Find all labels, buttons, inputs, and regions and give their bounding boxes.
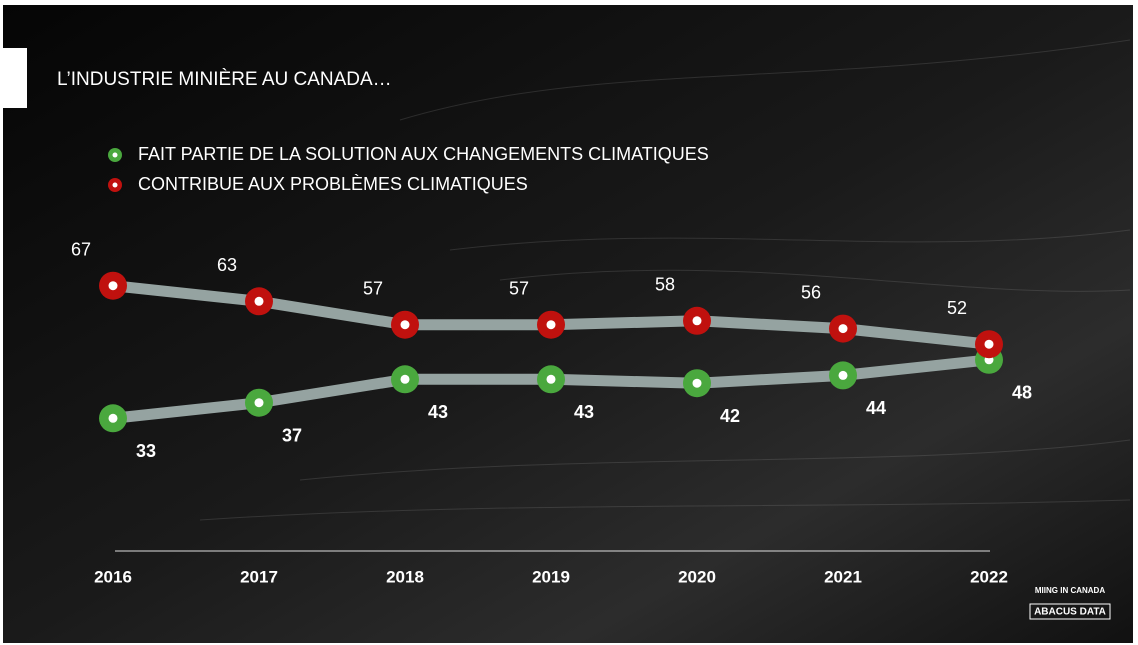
x-tick-label: 2020 [678, 567, 716, 586]
point-dot [547, 320, 556, 329]
data-label: 57 [363, 278, 383, 298]
point-dot [985, 340, 994, 349]
logo: ABACUS DATA [1034, 607, 1106, 618]
data-label: 37 [282, 425, 302, 445]
legend-label: FAIT PARTIE DE LA SOLUTION AUX CHANGEMEN… [138, 144, 709, 164]
point-dot [401, 375, 410, 384]
x-tick-label: 2017 [240, 567, 278, 586]
data-label: 63 [217, 255, 237, 275]
page: {"chart_data": {"type": "line", "title":… [0, 0, 1138, 645]
point-dot [255, 297, 264, 306]
point-dot [693, 316, 702, 325]
data-label: 43 [574, 402, 594, 422]
data-label: 48 [1012, 383, 1032, 403]
x-tick-label: 2021 [824, 567, 862, 586]
data-label: 43 [428, 402, 448, 422]
legend-label: CONTRIBUE AUX PROBLÈMES CLIMATIQUES [138, 174, 528, 194]
data-label: 57 [509, 278, 529, 298]
data-label: 67 [71, 239, 91, 259]
x-tick-label: 2016 [94, 567, 132, 586]
point-dot [547, 375, 556, 384]
x-tick-label: 2018 [386, 567, 424, 586]
point-dot [401, 320, 410, 329]
chart-title: L’INDUSTRIE MINIÈRE AU CANADA… [57, 69, 392, 90]
x-tick-label: 2022 [970, 567, 1008, 586]
legend-marker-dot [113, 153, 118, 158]
point-dot [109, 414, 118, 423]
point-dot [839, 324, 848, 333]
point-dot [255, 398, 264, 407]
slide: L’INDUSTRIE MINIÈRE AU CANADA… MIING IN … [0, 0, 1138, 645]
point-dot [109, 281, 118, 290]
data-label: 42 [720, 406, 740, 426]
data-label: 44 [866, 398, 886, 418]
data-label: 33 [136, 441, 156, 461]
point-dot [693, 379, 702, 388]
title-tab [3, 48, 27, 108]
data-label: 58 [655, 275, 675, 295]
legend-marker-dot [113, 183, 118, 188]
data-label: 52 [947, 298, 967, 318]
point-dot [839, 371, 848, 380]
data-label: 56 [801, 282, 821, 302]
x-tick-label: 2019 [532, 567, 570, 586]
footer-note: MIING IN CANADA [1035, 586, 1105, 595]
